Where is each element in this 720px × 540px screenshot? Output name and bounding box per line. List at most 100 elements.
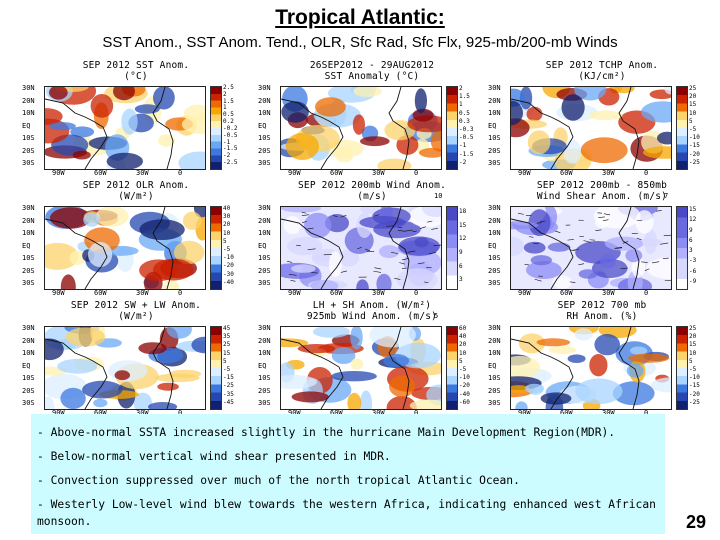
colorbar-tick-label: 25 (223, 341, 231, 349)
colorbar-tick-label: 15 (459, 221, 467, 229)
colorbar-tick-label: 5 (223, 357, 227, 365)
lon-label: 0 (644, 169, 649, 177)
coastline (281, 207, 410, 289)
anomaly-blob (65, 327, 106, 347)
colorbar (446, 206, 458, 290)
anomaly-blob (281, 101, 309, 123)
anomaly-blob (313, 253, 331, 263)
wind-vector (365, 248, 371, 252)
page-number: 29 (685, 512, 706, 532)
lon-label: 0 (178, 409, 183, 417)
wind-vector (433, 244, 441, 246)
lat-label: 20N (22, 96, 35, 105)
wind-vector (567, 239, 574, 241)
colorbar-labels: 18 15 12 9 6 3 (459, 205, 466, 287)
lat-label: 20S (488, 146, 501, 155)
anomaly-blob (93, 398, 108, 408)
lat-label: 10N (488, 349, 501, 357)
colorbar-labels: 25 20 15 10 5 -5 -10 -15 -20 -25 (689, 85, 700, 167)
colorbar-tick-label: -2 (459, 158, 467, 166)
lon-label: 60W (94, 169, 107, 177)
anomaly-blob (168, 369, 202, 379)
colorbar-tick-label: 0.5 (223, 111, 234, 119)
lat-label: EQ (488, 121, 497, 130)
wind-vector (602, 219, 609, 221)
anomaly-blob (589, 354, 608, 377)
anomaly-blob (181, 114, 205, 135)
lat-label: 20S (258, 146, 271, 155)
wind-vector (569, 281, 576, 283)
lat-label: 30N (488, 324, 501, 332)
anomaly-blob (574, 328, 593, 341)
lat-label: 30N (22, 84, 35, 92)
colorbar-labels: 45 35 25 15 5 -5 -15 -25 -35 -45 (223, 325, 234, 407)
lat-label: EQ (258, 241, 267, 250)
wind-vector (534, 278, 542, 282)
wind-vector (412, 230, 417, 232)
map-panel-9: SEP 2012 700 mb RH Anom. (%) 30N 20N 10N EQ 1… (488, 300, 716, 418)
anomaly-blob (588, 110, 623, 121)
lat-label: 10S (22, 134, 35, 142)
anomaly-blob (88, 241, 113, 268)
slide-title: Tropical Atlantic: (275, 6, 445, 29)
lat-label: 20S (258, 266, 271, 275)
wind-vector (578, 263, 585, 266)
anomaly-blob (138, 342, 167, 355)
anomaly-blob (310, 280, 339, 289)
lon-label: 30W (602, 289, 615, 297)
lon-label: 0 (178, 169, 183, 177)
wind-vector (417, 262, 425, 265)
colorbar-tick-label: 25 (689, 325, 697, 332)
colorbar-tick-label: 2.5 (223, 84, 234, 91)
colorbar-tick-label: -1.5 (459, 150, 474, 158)
wind-vector (391, 252, 399, 254)
anomaly-blob (412, 108, 434, 122)
anomaly-blob (191, 336, 205, 354)
lon-label: 30W (602, 169, 615, 177)
colorbar-tick-label: 6 (689, 236, 693, 244)
anomaly-blob (594, 333, 620, 356)
anomaly-blob (139, 259, 178, 282)
wind-vector (340, 270, 348, 273)
anomaly-blob (630, 346, 648, 355)
anomaly-blob (347, 392, 362, 409)
anomaly-blob (511, 221, 539, 230)
anomaly-blob (166, 327, 192, 339)
lat-label: EQ (22, 121, 31, 130)
anomaly-blob (511, 355, 541, 379)
anomaly-blob (641, 101, 671, 123)
colorbar-tick-label: -40 (223, 278, 234, 286)
coastline (45, 207, 174, 289)
map-panel-8: LH + SH Anom. (W/m²) 925mb Wind Anom. (m… (258, 300, 486, 418)
lon-label: 30W (372, 169, 385, 177)
anomaly-blob (511, 236, 525, 257)
colorbar-tick-label: -1 (223, 138, 231, 146)
anomaly-blob (635, 210, 654, 234)
lat-label: 10S (258, 374, 271, 382)
anomaly-blob (386, 396, 417, 409)
colorbar-tick-label: -30 (223, 270, 234, 278)
colorbar-tick-label: -35 (223, 390, 234, 398)
colorbar-tick-label: 5 (689, 117, 693, 125)
anomaly-blob (525, 383, 544, 394)
anomaly-blob (48, 122, 76, 131)
reference-vector-label: 7 (664, 192, 669, 200)
colorbar-tick-label: -5 (223, 366, 231, 374)
map-panel-7: SEP 2012 SW + LW Anom. (W/m²) 30N 20N 10N EQ… (22, 300, 250, 418)
lon-label: 90W (288, 409, 301, 417)
anomaly-blob (369, 327, 416, 348)
colorbar-tick-label: 10 (459, 349, 467, 357)
panel-title: LH + SH Anom. (W/m²) 925mb Wind Anom. (m… (306, 300, 438, 322)
wind-vector (302, 221, 307, 223)
colorbar (210, 86, 222, 170)
lon-label: 60W (330, 409, 343, 417)
colorbar-tick-label: 0.2 (223, 118, 234, 126)
lat-label: 10S (488, 254, 501, 262)
anomaly-map (510, 326, 672, 410)
anomaly-blob (70, 126, 95, 138)
lat-label: 20S (488, 386, 501, 395)
anomaly-blob (304, 212, 332, 239)
lat-label: 10N (258, 229, 271, 237)
anomaly-blob (561, 94, 585, 121)
lat-label: 30S (258, 159, 271, 167)
